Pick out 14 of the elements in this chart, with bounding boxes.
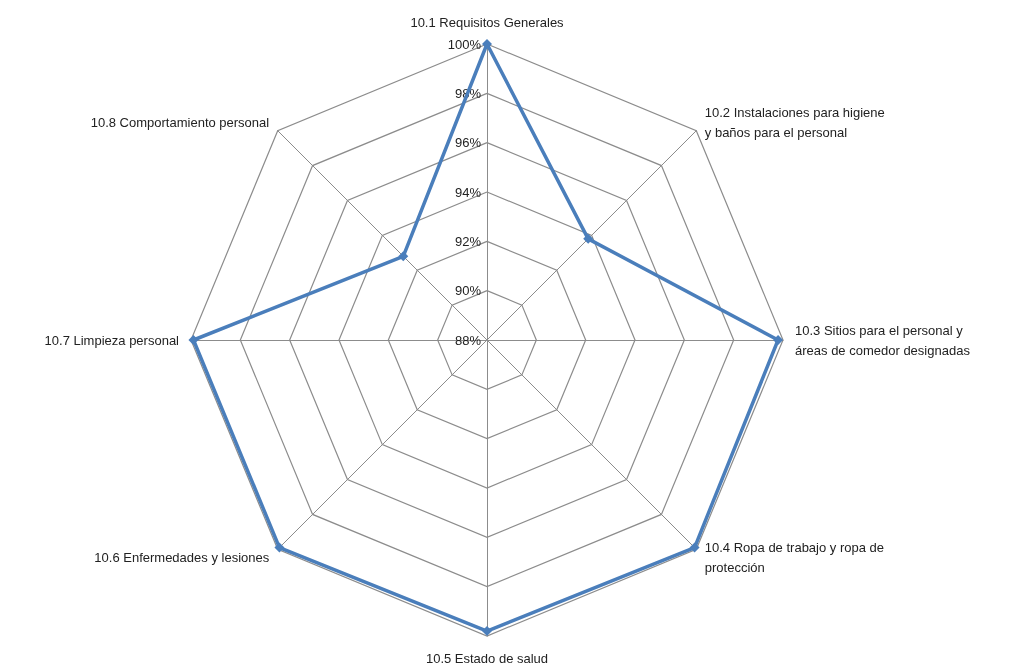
spoke-label: 10.2 Instalaciones para higiene y baños para el personal	[704, 104, 885, 140]
y-tick-label: 92%	[454, 233, 482, 249]
spoke-label: 10.1 Requisitos Generales	[410, 14, 565, 30]
spoke-label: 10.4 Ropa de trabajo y ropa de protección	[704, 540, 885, 576]
y-tick-label: 100%	[447, 36, 482, 52]
y-tick-label: 94%	[454, 184, 482, 200]
spoke-label: 10.3 Sitios para el personal y áreas de comedor designadas	[795, 322, 971, 358]
spoke-label: 10.5 Estado de salud	[425, 650, 549, 664]
spoke-label: 10.7 Limpieza personal	[44, 332, 180, 348]
y-tick-label: 96%	[454, 135, 482, 151]
y-tick-label: 90%	[454, 283, 482, 299]
spoke-label: 10.8 Comportamiento personal	[90, 114, 270, 130]
spoke-label: 10.6 Enfermedades y lesiones	[94, 550, 270, 566]
y-tick-label: 88%	[454, 332, 482, 348]
